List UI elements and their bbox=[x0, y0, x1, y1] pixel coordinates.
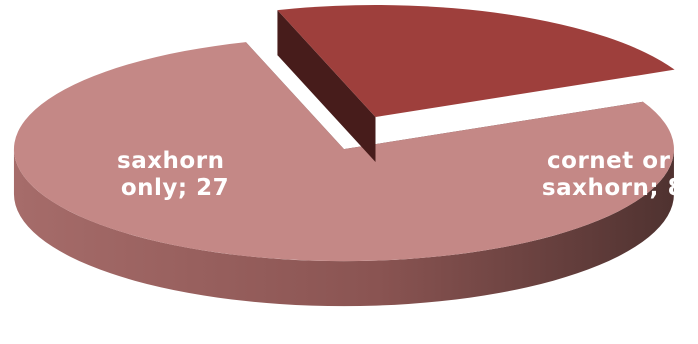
pie-slices bbox=[13, 5, 675, 307]
slice-wall-start-cornet-or-saxhorn bbox=[277, 10, 376, 163]
slice-label-saxhorn-only-line-2: only; 27 bbox=[121, 175, 229, 201]
slice-label-cornet-or-saxhorn-line-1: cornet or bbox=[547, 148, 671, 174]
slice-label-cornet-or-saxhorn-line-2: saxhorn; 8 bbox=[542, 175, 684, 201]
slice-label-saxhorn-only: saxhorn only; 27 bbox=[117, 148, 233, 201]
pie-labels: saxhorn only; 27 cornet or saxhorn; 8 bbox=[117, 148, 684, 201]
slice-top-saxhorn-only bbox=[13, 42, 674, 262]
slice-top-cornet-or-saxhorn bbox=[277, 5, 675, 118]
slice-label-cornet-or-saxhorn: cornet or saxhorn; 8 bbox=[542, 148, 684, 201]
slice-side-saxhorn-only bbox=[13, 149, 674, 307]
slice-label-saxhorn-only-line-1: saxhorn bbox=[117, 148, 224, 174]
